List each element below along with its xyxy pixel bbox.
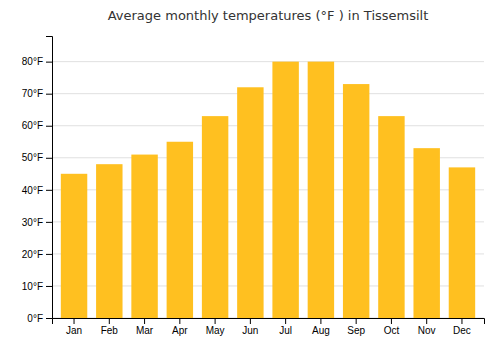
x-tick: Apr: [172, 318, 188, 336]
x-tick: Jul: [279, 318, 292, 336]
y-tick-mark: [46, 158, 52, 159]
x-tick-label: Aug: [312, 325, 330, 336]
bar: [202, 116, 228, 318]
x-tick: Jan: [66, 318, 82, 336]
bar: [449, 167, 475, 318]
x-tick-label: May: [206, 325, 225, 336]
grid-line: [52, 61, 484, 62]
x-tick-label: Oct: [384, 325, 400, 336]
x-tick-label: Apr: [172, 325, 188, 336]
y-tick: 0°F: [27, 313, 52, 324]
x-tick: Feb: [101, 318, 119, 336]
x-tick-label: Nov: [418, 325, 436, 336]
bar: [167, 142, 193, 318]
bar: [343, 84, 369, 318]
x-tick-mark: [109, 318, 110, 324]
x-tick-mark: [285, 318, 286, 324]
y-tick: 60°F: [22, 120, 52, 131]
bar: [308, 62, 334, 318]
y-tick-label: 60°F: [22, 120, 43, 131]
bar: [61, 174, 87, 318]
x-tick-mark: [144, 318, 145, 324]
y-tick-mark: [46, 318, 52, 319]
grid-line: [52, 93, 484, 94]
x-tick-label: Dec: [453, 325, 471, 336]
x-tick-label: Jun: [242, 325, 258, 336]
x-tick: Jun: [242, 318, 258, 336]
x-tick-mark: [426, 318, 427, 324]
y-tick-label: 50°F: [22, 152, 43, 163]
y-tick: 50°F: [22, 152, 52, 163]
x-tick-mark: [250, 318, 251, 324]
y-axis-line: [46, 37, 53, 319]
x-tick-mark: [356, 318, 357, 324]
y-tick-mark: [46, 94, 52, 95]
grid-line: [52, 125, 484, 126]
x-tick-mark: [320, 318, 321, 324]
y-tick-mark: [46, 190, 52, 191]
x-tick: Oct: [384, 318, 400, 336]
bar: [96, 164, 122, 318]
grid: [52, 62, 484, 318]
x-axis: Jan Feb Mar Apr May Jun Jul Aug Sep Oct Nov Dec: [53, 318, 485, 336]
x-axis-line: [53, 319, 485, 325]
y-axis: 0°F 10°F 20°F 30°F 40°F 50°F 60°F 70°F 80°F: [22, 37, 53, 324]
y-tick-label: 40°F: [22, 185, 43, 196]
x-tick-label: Feb: [101, 325, 119, 336]
bar: [378, 116, 404, 318]
y-tick-mark: [46, 286, 52, 287]
y-tick: 20°F: [22, 249, 52, 260]
x-tick-label: Mar: [136, 325, 154, 336]
bar: [272, 62, 298, 318]
bar: [413, 148, 439, 318]
x-tick: Dec: [453, 318, 471, 336]
x-tick-label: Sep: [347, 325, 365, 336]
x-tick-mark: [179, 318, 180, 324]
title: Average monthly temperatures (°F ) in Ti…: [108, 8, 429, 23]
y-tick-mark: [46, 254, 52, 255]
bars: [61, 62, 475, 318]
y-tick-label: 70°F: [22, 88, 43, 99]
y-tick: 70°F: [22, 88, 52, 99]
y-tick: 10°F: [22, 281, 52, 292]
x-tick-mark: [461, 318, 462, 324]
x-tick: Aug: [312, 318, 330, 336]
x-tick: Mar: [136, 318, 154, 336]
y-tick-label: 30°F: [22, 217, 43, 228]
chart: 0°F 10°F 20°F 30°F 40°F 50°F 60°F 70°F 80°F Jan Fe…: [0, 0, 500, 350]
y-tick-label: 80°F: [22, 56, 43, 67]
x-tick-mark: [74, 318, 75, 324]
y-tick-mark: [46, 126, 52, 127]
y-tick-label: 10°F: [22, 281, 43, 292]
bar: [237, 87, 263, 318]
y-tick: 80°F: [22, 56, 52, 67]
x-tick: Nov: [418, 318, 436, 336]
x-tick: Sep: [347, 318, 365, 336]
plot: 0°F 10°F 20°F 30°F 40°F 50°F 60°F 70°F 80°F Jan Fe…: [22, 37, 485, 337]
x-tick-mark: [215, 318, 216, 324]
y-tick-label: 20°F: [22, 249, 43, 260]
x-tick-mark: [391, 318, 392, 324]
y-tick: 30°F: [22, 217, 52, 228]
x-tick-label: Jul: [279, 325, 292, 336]
x-tick: May: [206, 318, 225, 336]
y-tick-mark: [46, 62, 52, 63]
bar: [131, 155, 157, 318]
x-tick-label: Jan: [66, 325, 82, 336]
y-tick-mark: [46, 222, 52, 223]
y-tick: 40°F: [22, 185, 52, 196]
y-tick-label: 0°F: [27, 313, 43, 324]
